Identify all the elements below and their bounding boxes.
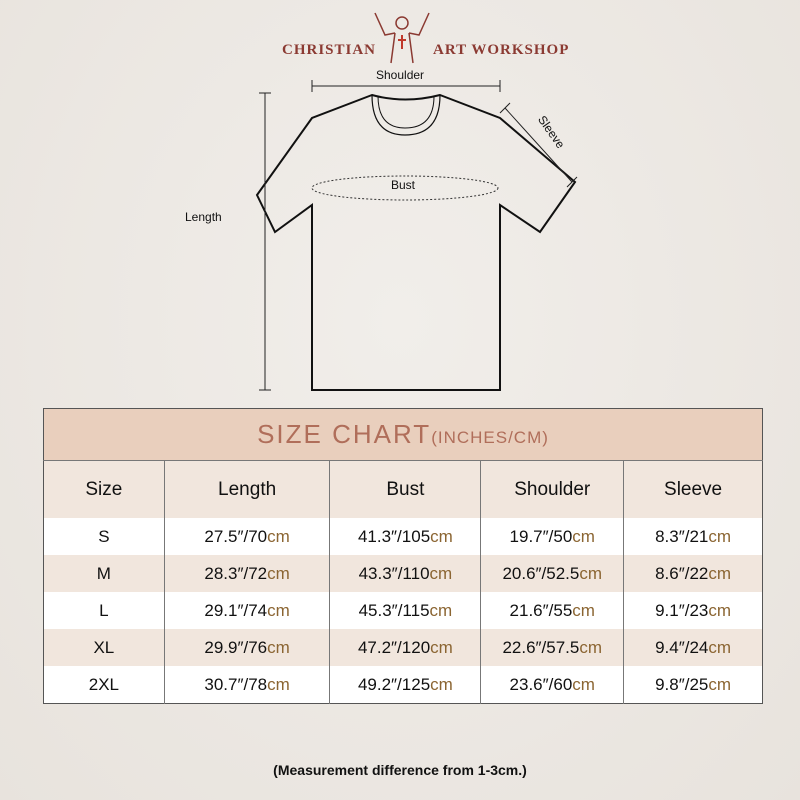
bust-label: Bust [391, 178, 416, 192]
size-chart-table: SIZE CHART(INCHES/CM) Size Length Bust Shou… [43, 408, 763, 704]
measurement-cell: 9.1″/23cm [623, 592, 763, 629]
size-cell: XL [43, 629, 165, 666]
measurement-cell: 29.1″/74cm [163, 592, 330, 629]
measurement-cell: 47.2″/120cm [329, 629, 481, 666]
measurement-cell: 20.6″/52.5cm [480, 555, 624, 592]
measurement-cell: 28.3″/72cm [163, 555, 330, 592]
size-cell: S [43, 518, 165, 555]
shoulder-label: Shoulder [376, 68, 425, 82]
table-row: L 29.1″/74cm 45.3″/115cm 21.6″/55cm 9.1″/23c… [43, 592, 763, 629]
measurement-cell: 21.6″/55cm [480, 592, 624, 629]
size-cell: 2XL [43, 666, 165, 704]
tshirt-diagram [255, 80, 578, 391]
column-header: Length [163, 460, 330, 518]
brand-left: CHRISTIAN [282, 42, 377, 58]
measurement-cell: 45.3″/115cm [329, 592, 481, 629]
measurement-cell: 49.2″/125cm [329, 666, 481, 704]
measurement-cell: 23.6″/60cm [480, 666, 624, 704]
column-header: Sleeve [623, 460, 763, 518]
chart-title: SIZE CHART(INCHES/CM) [43, 408, 763, 461]
measurement-cell: 9.4″/24cm [623, 629, 763, 666]
length-label: Length [185, 210, 222, 224]
column-header: Shoulder [480, 460, 624, 518]
column-header: Size [43, 460, 165, 518]
measurement-cell: 41.3″/105cm [329, 518, 481, 555]
size-cell: M [43, 555, 165, 592]
table-row: M 28.3″/72cm 43.3″/110cm 20.6″/52.5cm 8.6″/2… [43, 555, 763, 592]
table-row: 2XL 30.7″/78cm 49.2″/125cm 23.6″/60cm 9.8″/2… [43, 666, 763, 704]
measurement-cell: 29.9″/76cm [163, 629, 330, 666]
table-row: XL 29.9″/76cm 47.2″/120cm 22.6″/57.5cm 9.4″/… [43, 629, 763, 666]
measurement-cell: 43.3″/110cm [329, 555, 481, 592]
brand-right: ART WORKSHOP [433, 42, 570, 58]
measurement-cell: 30.7″/78cm [163, 666, 330, 704]
size-cell: L [43, 592, 165, 629]
measurement-cell: 19.7″/50cm [480, 518, 624, 555]
measurement-note: (Measurement difference from 1-3cm.) [273, 762, 527, 778]
measurement-cell: 8.3″/21cm [623, 518, 763, 555]
measurement-cell: 9.8″/25cm [623, 666, 763, 704]
column-header: Bust [329, 460, 481, 518]
measurement-cell: 22.6″/57.5cm [480, 629, 624, 666]
table-row: S 27.5″/70cm 41.3″/105cm 19.7″/50cm 8.3″/21c… [43, 518, 763, 555]
measurement-cell: 27.5″/70cm [163, 518, 330, 555]
measurement-cell: 8.6″/22cm [623, 555, 763, 592]
logo-icon [374, 12, 430, 64]
